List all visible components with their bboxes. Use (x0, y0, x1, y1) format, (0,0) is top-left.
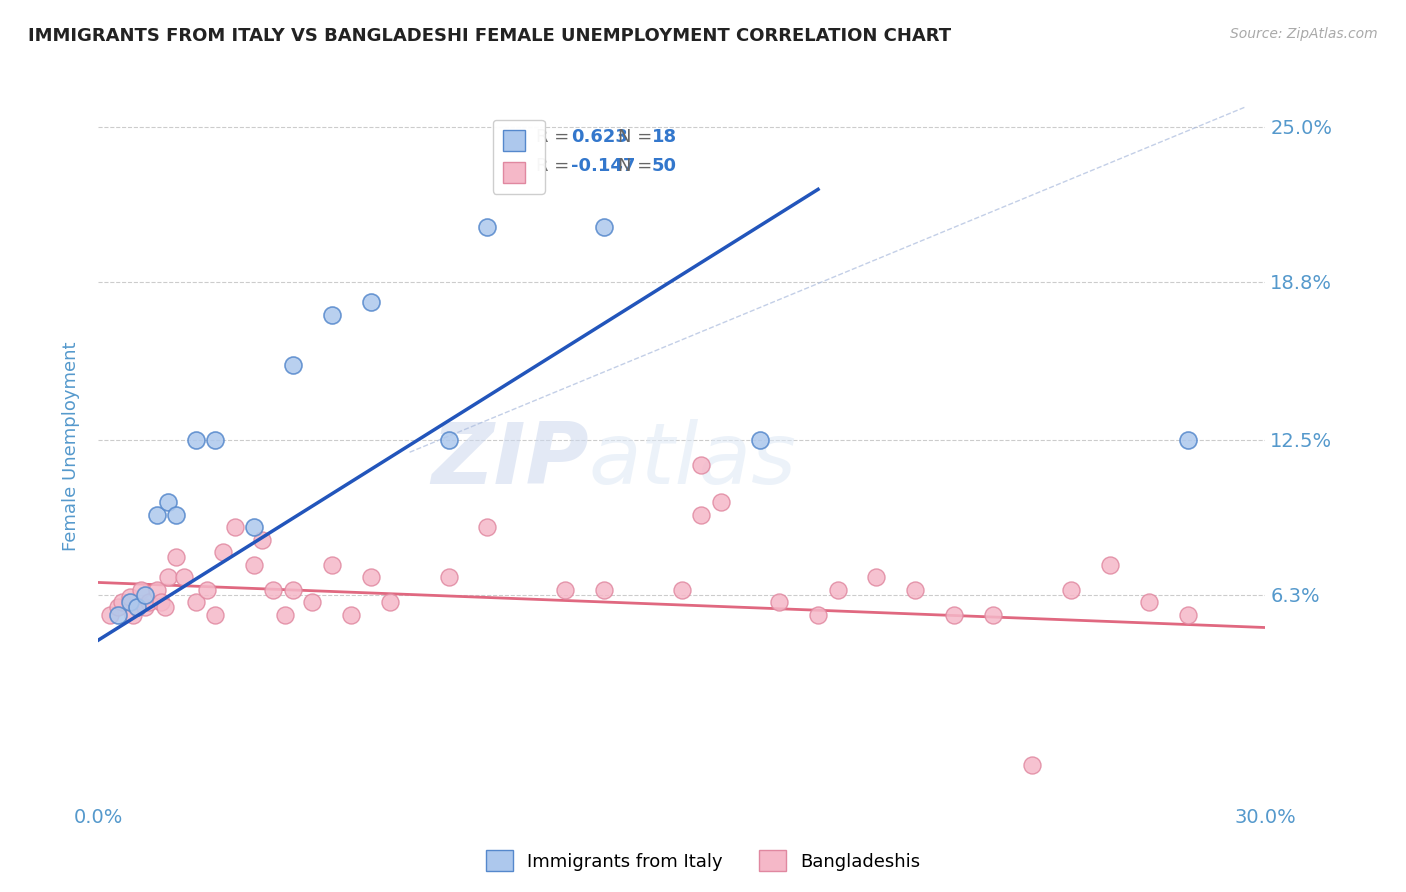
Point (360, 295, 382, 310)
Point (134, 600, 156, 615)
Text: ZIP: ZIP (430, 418, 589, 502)
Text: -0.147: -0.147 (571, 157, 636, 175)
Point (204, 607, 226, 622)
Point (243, 520, 266, 534)
Point (748, 433, 770, 447)
Point (243, 558, 266, 572)
Point (690, 458, 713, 472)
Point (129, 582, 152, 597)
Point (380, 595, 402, 609)
Point (554, 582, 576, 597)
Point (250, 533, 273, 547)
Point (195, 582, 218, 597)
Text: Source: ZipAtlas.com: Source: ZipAtlas.com (1230, 27, 1378, 41)
Point (437, 570, 460, 584)
Point (865, 570, 887, 584)
Text: 18: 18 (651, 128, 676, 146)
Point (224, 520, 246, 534)
Point (149, 595, 172, 609)
Point (138, 595, 160, 609)
Legend: , : , (492, 120, 546, 194)
Point (690, 508, 713, 522)
Point (340, 607, 363, 622)
Point (157, 570, 180, 584)
Point (301, 595, 323, 609)
Text: 50: 50 (651, 157, 676, 175)
Point (212, 545, 235, 559)
Point (127, 600, 149, 615)
Point (943, 607, 966, 622)
Point (1137, 595, 1160, 609)
Text: IMMIGRANTS FROM ITALY VS BANGLADESHI FEMALE UNEMPLOYMENT CORRELATION CHART: IMMIGRANTS FROM ITALY VS BANGLADESHI FEM… (28, 27, 952, 45)
Point (118, 591, 141, 605)
Point (127, 600, 149, 615)
Text: 0.623: 0.623 (571, 128, 628, 146)
Point (281, 582, 304, 597)
Text: N =: N = (617, 128, 658, 146)
Point (165, 508, 187, 522)
Point (107, 607, 129, 622)
Point (827, 582, 849, 597)
Point (122, 607, 145, 622)
Point (360, 570, 382, 584)
Point (1060, 582, 1083, 597)
Point (274, 607, 297, 622)
Point (153, 600, 176, 615)
Text: R =: R = (536, 157, 575, 175)
Point (768, 595, 790, 609)
Point (671, 582, 693, 597)
Text: R =: R = (536, 128, 575, 146)
Point (1177, 433, 1199, 447)
Point (165, 550, 187, 565)
Point (904, 582, 927, 597)
Point (1021, 758, 1043, 772)
Point (477, 520, 499, 534)
Point (321, 308, 343, 322)
Point (204, 433, 226, 447)
Legend: Immigrants from Italy, Bangladeshis: Immigrants from Italy, Bangladeshis (478, 843, 928, 879)
Point (107, 600, 129, 615)
Point (710, 495, 733, 509)
Point (118, 595, 141, 609)
Point (184, 433, 207, 447)
Point (477, 219, 499, 234)
Point (157, 495, 180, 509)
Text: N =: N = (617, 157, 658, 175)
Point (134, 588, 156, 602)
Y-axis label: Female Unemployment: Female Unemployment (62, 342, 80, 550)
Point (593, 219, 616, 234)
Point (1177, 607, 1199, 622)
Point (146, 508, 169, 522)
Point (437, 433, 460, 447)
Point (184, 595, 207, 609)
Point (98, 607, 121, 622)
Point (281, 358, 304, 372)
Point (173, 570, 195, 584)
Point (593, 582, 616, 597)
Point (807, 607, 830, 622)
Point (321, 558, 343, 572)
Point (262, 582, 284, 597)
Text: atlas: atlas (589, 418, 797, 502)
Point (146, 582, 169, 597)
Point (981, 607, 1004, 622)
Point (1098, 558, 1121, 572)
Point (111, 595, 134, 609)
